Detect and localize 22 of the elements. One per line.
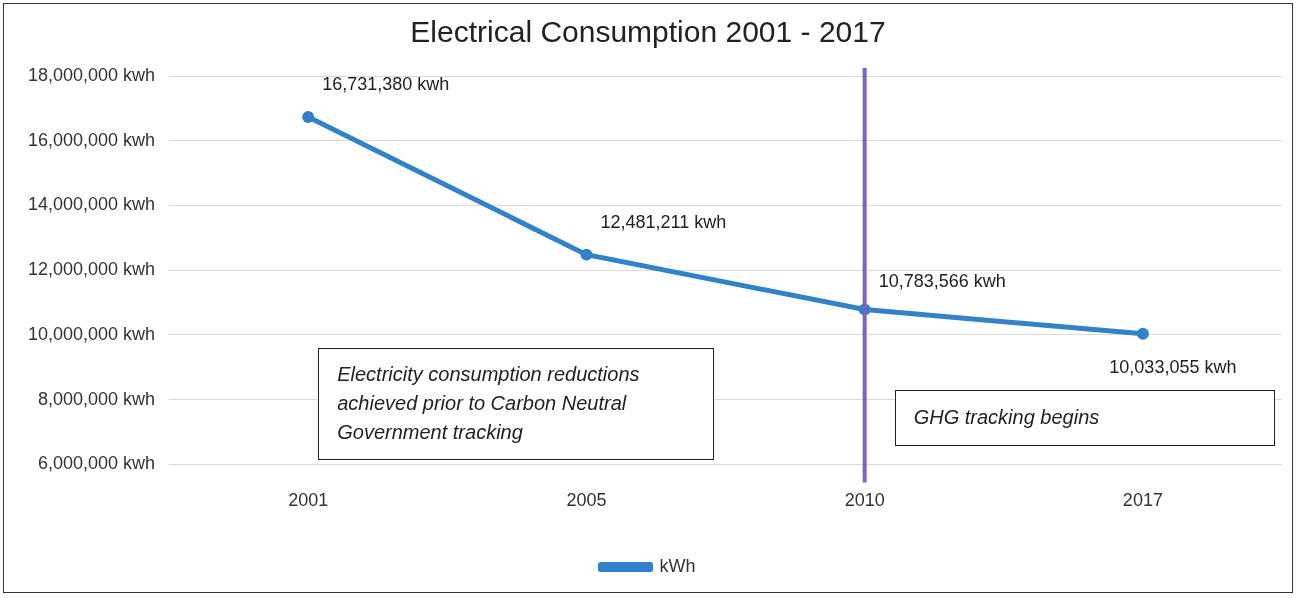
y-tick-label: 8,000,000 kwh (38, 388, 156, 409)
x-tick-label: 2001 (288, 490, 329, 511)
text-box: GHG tracking begins (894, 389, 1275, 446)
data-label: 10,783,566 kwh (878, 270, 1006, 291)
y-tick-label: 14,000,000 kwh (27, 194, 156, 215)
x-tick-label: 2010 (844, 490, 885, 511)
y-tick-label: 18,000,000 kwh (27, 64, 156, 85)
point (1136, 327, 1149, 340)
y-tick-label: 6,000,000 kwh (38, 453, 156, 474)
point (580, 248, 593, 261)
data-label: 16,731,380 kwh (322, 74, 450, 95)
legend-label: kWh (659, 555, 696, 576)
y-tick-label: 16,000,000 kwh (27, 129, 156, 150)
y-tick-label: 10,000,000 kwh (27, 323, 156, 344)
data-label: 10,033,055 kwh (1109, 356, 1237, 377)
y-tick-label: 12,000,000 kwh (27, 259, 156, 280)
chart-title: Electrical Consumption 2001 - 2017 (410, 15, 886, 49)
data-label: 12,481,211 kwh (600, 211, 727, 232)
point (302, 111, 315, 124)
x-tick-label: 2005 (566, 490, 607, 511)
text-box: Electricity consumption reductions achieved prior to Carbon Neutral Government tracking (318, 347, 715, 460)
x-tick-label: 2017 (1122, 490, 1163, 511)
